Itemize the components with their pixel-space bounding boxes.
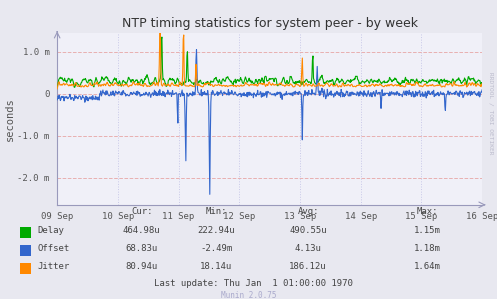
Text: 68.83u: 68.83u (126, 244, 158, 253)
Text: Delay: Delay (37, 226, 64, 235)
Text: -2.49m: -2.49m (200, 244, 232, 253)
Text: 18.14u: 18.14u (200, 262, 232, 271)
Text: RRDTOOL / TOBI OETIKER: RRDTOOL / TOBI OETIKER (489, 72, 494, 155)
Text: Offset: Offset (37, 244, 70, 253)
Text: 464.98u: 464.98u (123, 226, 161, 235)
Text: 1.18m: 1.18m (414, 244, 441, 253)
Text: Cur:: Cur: (131, 207, 153, 216)
Text: 4.13u: 4.13u (295, 244, 322, 253)
Text: Max:: Max: (416, 207, 438, 216)
Y-axis label: seconds: seconds (4, 97, 14, 141)
Text: 1.64m: 1.64m (414, 262, 441, 271)
Text: 186.12u: 186.12u (289, 262, 327, 271)
Text: 222.94u: 222.94u (197, 226, 235, 235)
Text: 490.55u: 490.55u (289, 226, 327, 235)
Title: NTP timing statistics for system peer - by week: NTP timing statistics for system peer - … (122, 17, 417, 30)
Text: Jitter: Jitter (37, 262, 70, 271)
Text: Munin 2.0.75: Munin 2.0.75 (221, 291, 276, 299)
Text: Min:: Min: (205, 207, 227, 216)
Text: Avg:: Avg: (297, 207, 319, 216)
Text: 80.94u: 80.94u (126, 262, 158, 271)
Text: Last update: Thu Jan  1 01:00:00 1970: Last update: Thu Jan 1 01:00:00 1970 (154, 279, 353, 288)
Text: 1.15m: 1.15m (414, 226, 441, 235)
